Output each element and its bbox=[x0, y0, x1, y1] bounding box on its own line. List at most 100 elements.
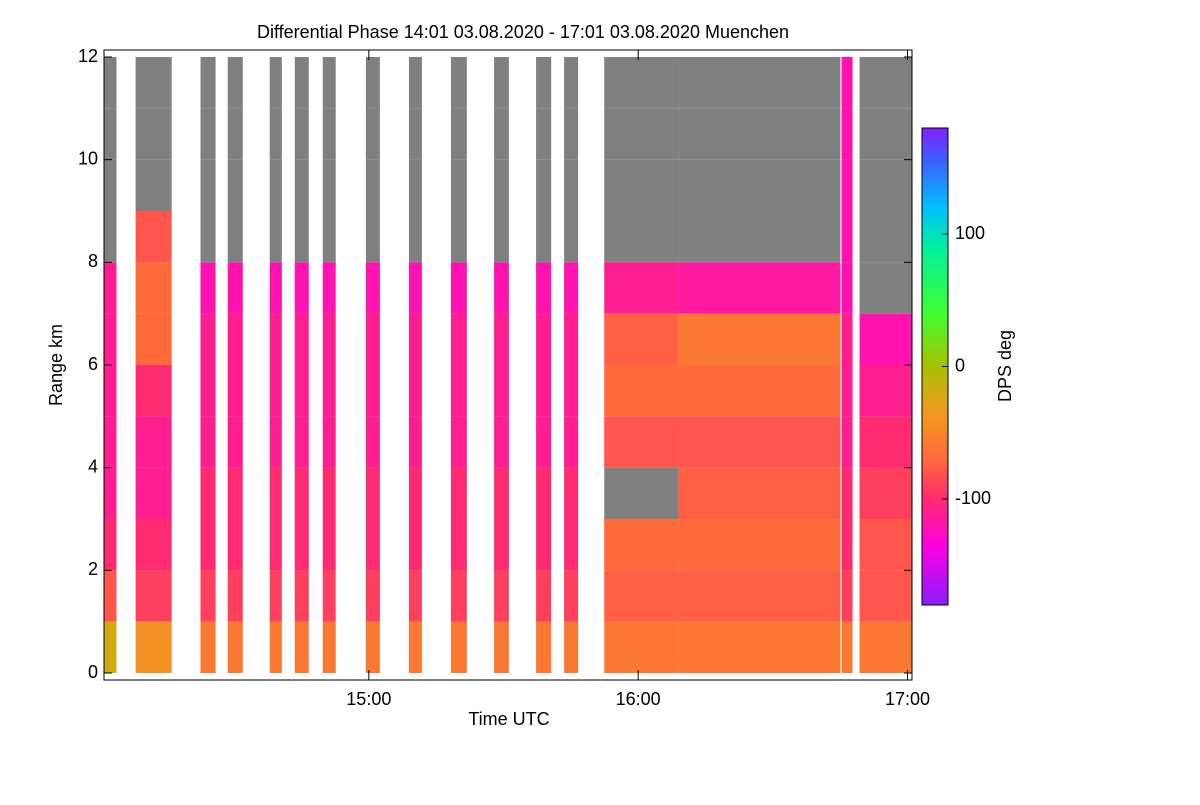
heat-cell bbox=[294, 211, 309, 263]
y-tick-label: 0 bbox=[88, 662, 98, 682]
heat-cell bbox=[564, 262, 579, 314]
heat-cell bbox=[604, 159, 679, 211]
heat-cell bbox=[536, 262, 552, 314]
y-tick-label: 6 bbox=[88, 354, 98, 374]
heat-cell bbox=[841, 57, 853, 109]
heat-cell bbox=[103, 211, 117, 263]
heat-cell bbox=[678, 262, 841, 314]
heat-cell bbox=[365, 467, 380, 519]
heat-cell bbox=[678, 467, 841, 519]
heat-cell bbox=[859, 467, 912, 519]
heat-cell bbox=[322, 570, 336, 622]
heat-cell bbox=[859, 57, 912, 109]
heat-cell bbox=[494, 365, 509, 417]
heat-cell bbox=[294, 262, 309, 314]
heat-cell bbox=[365, 313, 380, 365]
heat-cell bbox=[200, 365, 216, 417]
colorbar-tick-label: -100 bbox=[955, 488, 991, 508]
heat-cell bbox=[450, 57, 467, 109]
heat-cell bbox=[859, 108, 912, 160]
heat-cell bbox=[564, 211, 579, 263]
heat-cell bbox=[135, 519, 172, 571]
heat-cell bbox=[604, 365, 679, 417]
heat-cell bbox=[365, 416, 380, 468]
heat-cell bbox=[135, 57, 172, 109]
y-axis-label: Range km bbox=[46, 324, 66, 406]
heat-cell bbox=[294, 365, 309, 417]
heat-cell bbox=[494, 519, 509, 571]
heat-cell bbox=[294, 519, 309, 571]
heat-cell bbox=[678, 211, 841, 263]
heat-cell bbox=[322, 313, 336, 365]
heat-cell bbox=[604, 313, 679, 365]
heat-cell bbox=[103, 313, 117, 365]
heat-cell bbox=[494, 57, 509, 109]
heat-cell bbox=[859, 416, 912, 468]
colorbar-tick-label: 0 bbox=[955, 355, 965, 375]
heat-cell bbox=[604, 57, 679, 109]
heat-cell bbox=[322, 416, 336, 468]
heat-cell bbox=[365, 211, 380, 263]
heat-cell bbox=[678, 365, 841, 417]
heat-cell bbox=[450, 570, 467, 622]
heat-cell bbox=[294, 570, 309, 622]
heat-cell bbox=[135, 211, 172, 263]
heat-cell bbox=[841, 108, 853, 160]
heat-cell bbox=[227, 108, 243, 160]
heat-cell bbox=[536, 570, 552, 622]
colorbar-label: DPS deg bbox=[995, 330, 1015, 402]
heat-cell bbox=[269, 365, 282, 417]
heat-cell bbox=[135, 159, 172, 211]
heat-cell bbox=[322, 159, 336, 211]
heat-cell bbox=[841, 365, 853, 417]
heat-cell bbox=[227, 416, 243, 468]
heat-cell bbox=[103, 262, 117, 314]
heat-cell bbox=[322, 57, 336, 109]
heat-cell bbox=[408, 313, 422, 365]
heat-cell bbox=[103, 570, 117, 622]
heat-cell bbox=[859, 262, 912, 314]
heat-cell bbox=[269, 211, 282, 263]
heat-cell bbox=[227, 365, 243, 417]
heat-cell bbox=[294, 621, 309, 673]
heat-cell bbox=[678, 159, 841, 211]
heat-cell bbox=[536, 365, 552, 417]
heat-cell bbox=[604, 211, 679, 263]
heat-cell bbox=[200, 570, 216, 622]
y-tick-label: 10 bbox=[78, 148, 98, 168]
heat-cell bbox=[678, 57, 841, 109]
heat-cell bbox=[450, 467, 467, 519]
heat-cell bbox=[450, 159, 467, 211]
heat-cell bbox=[536, 416, 552, 468]
heat-cell bbox=[269, 467, 282, 519]
heat-cell bbox=[227, 621, 243, 673]
heat-cell bbox=[859, 313, 912, 365]
heat-cell bbox=[841, 519, 853, 571]
heat-cell bbox=[408, 467, 422, 519]
heat-cell bbox=[859, 211, 912, 263]
heat-cell bbox=[494, 570, 509, 622]
heat-cell bbox=[227, 262, 243, 314]
x-tick-label: 16:00 bbox=[616, 689, 661, 709]
heat-cell bbox=[135, 416, 172, 468]
heat-cell bbox=[135, 570, 172, 622]
heat-cell bbox=[103, 159, 117, 211]
heat-cell bbox=[227, 313, 243, 365]
heat-cell bbox=[408, 262, 422, 314]
heat-cell bbox=[322, 467, 336, 519]
heat-cell bbox=[103, 416, 117, 468]
heat-cell bbox=[841, 262, 853, 314]
heat-cell bbox=[200, 621, 216, 673]
x-tick-label: 15:00 bbox=[346, 689, 391, 709]
heat-cell bbox=[536, 467, 552, 519]
heat-cell bbox=[365, 108, 380, 160]
heat-cell bbox=[103, 519, 117, 571]
heat-cell bbox=[200, 108, 216, 160]
heat-cell bbox=[841, 570, 853, 622]
x-tick-label: 17:00 bbox=[885, 689, 930, 709]
heat-cell bbox=[564, 365, 579, 417]
heat-cell bbox=[408, 108, 422, 160]
heat-cell bbox=[536, 313, 552, 365]
heat-cell bbox=[365, 570, 380, 622]
